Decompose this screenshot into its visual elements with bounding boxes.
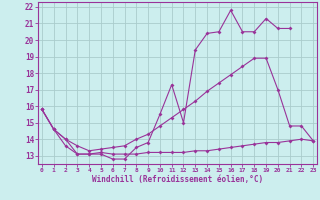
X-axis label: Windchill (Refroidissement éolien,°C): Windchill (Refroidissement éolien,°C) [92, 175, 263, 184]
